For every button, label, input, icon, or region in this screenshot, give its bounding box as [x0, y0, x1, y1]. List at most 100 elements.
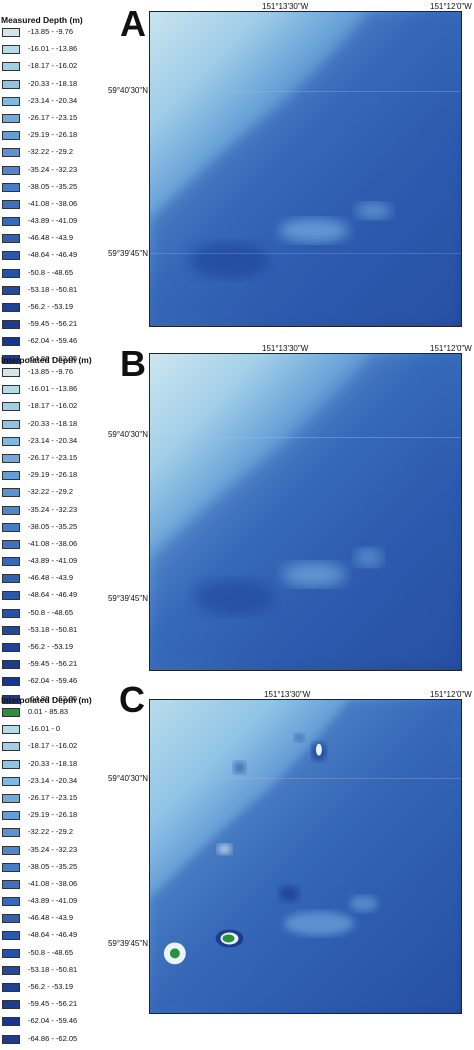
legend-item: -59.45 - -56.21	[0, 658, 102, 675]
legend-swatch	[2, 285, 20, 295]
legend-label: -23.14 - -20.34	[28, 435, 78, 445]
legend-swatch	[2, 1034, 20, 1044]
legend-swatch	[2, 574, 20, 584]
legend-item: -23.14 - -20.34	[0, 435, 102, 452]
legend-swatch	[2, 811, 20, 821]
legend-swatch	[2, 897, 20, 907]
legend-swatch	[2, 793, 20, 803]
legend-item: -26.17 - -23.15	[0, 112, 102, 129]
legend-item: -41.08 - -38.06	[0, 538, 102, 555]
legend-label: -46.48 - -43.9	[28, 573, 74, 583]
legend-item: -23.14 - -20.34	[0, 775, 102, 792]
legend-item: -43.89 - -41.09	[0, 895, 102, 912]
legend-item: -20.33 - -18.18	[0, 758, 102, 775]
depth-map	[149, 699, 462, 1014]
legend-item: 0.01 - 85.83	[0, 706, 102, 723]
legend-label: -32.22 - -29.2	[28, 487, 74, 497]
legend-label: -62.04 - -59.46	[28, 336, 78, 346]
legend-item: -50.8 - -48.65	[0, 267, 102, 284]
legend-label: -16.01 - 0	[28, 724, 61, 734]
panel-letter: B	[120, 343, 146, 384]
legend: Interpolated Depth (m) -13.85 - -9.76 -16…	[0, 354, 102, 710]
legend-item: -46.48 - -43.9	[0, 232, 102, 249]
legend-swatch	[2, 931, 20, 941]
legend-item: -23.14 - -20.34	[0, 95, 102, 112]
legend-label: -50.8 - -48.65	[28, 607, 74, 617]
legend-label: -26.17 - -23.15	[28, 112, 78, 122]
legend-title: Interpolated Depth (m)	[1, 695, 92, 705]
legend-label: -18.17 - -16.02	[28, 401, 78, 411]
legend-swatch	[2, 591, 20, 601]
legend-item: -48.64 - -46.49	[0, 249, 102, 266]
panel-c: Interpolated Depth (m) 0.01 - 85.83 -16.0…	[0, 680, 474, 1044]
legend-item: -35.24 - -32.23	[0, 844, 102, 861]
legend-item: -46.48 - -43.9	[0, 912, 102, 929]
legend-item: -64.86 - -62.05	[0, 353, 102, 370]
legend-label: -53.18 - -50.81	[28, 624, 78, 634]
latitude-label: 59°40'30"N	[107, 774, 148, 783]
legend-label: -50.8 - -48.65	[28, 267, 74, 277]
legend-item: -56.2 - -53.19	[0, 301, 102, 318]
legend-label: -20.33 - -18.18	[28, 758, 78, 768]
legend-label: -46.48 - -43.9	[28, 913, 74, 923]
legend-swatch	[2, 643, 20, 652]
legend-swatch	[2, 660, 20, 670]
legend-item: -13.85 - -9.76	[0, 26, 102, 43]
legend-swatch	[2, 62, 20, 72]
legend-item: -29.19 - -26.18	[0, 129, 102, 146]
legend-swatch	[2, 182, 20, 192]
legend-label: -23.14 - -20.34	[28, 775, 78, 785]
legend-item: -64.86 - -62.05	[0, 1033, 102, 1050]
legend: Interpolated Depth (m) 0.01 - 85.83 -16.0…	[0, 694, 102, 1050]
legend-label: -50.8 - -48.65	[28, 947, 74, 957]
legend-swatch	[2, 165, 20, 175]
legend-swatch	[2, 522, 20, 532]
legend-swatch	[2, 625, 20, 635]
legend-swatch	[2, 983, 20, 992]
legend-label: -43.89 - -41.09	[28, 556, 78, 566]
legend-label: -20.33 - -18.18	[28, 418, 78, 428]
longitude-label: 151°13'30"W	[262, 2, 309, 11]
legend-rows: -13.85 - -9.76 -16.01 - -13.86 -18.17 - -1…	[0, 26, 102, 370]
legend-label: -18.17 - -16.02	[28, 741, 78, 751]
legend-item: -64.86 - -62.05	[0, 693, 102, 710]
legend-item: -41.08 - -38.06	[0, 198, 102, 215]
legend-swatch	[2, 436, 20, 446]
depth-raster	[150, 700, 461, 1013]
latitude-label: 59°39'45"N	[107, 249, 148, 258]
legend-label: -62.04 - -59.46	[28, 676, 78, 686]
legend-label: -23.14 - -20.34	[28, 95, 78, 105]
legend-label: -53.18 - -50.81	[28, 284, 78, 294]
legend-label: -35.24 - -32.23	[28, 504, 78, 514]
longitude-label: 151°12'0"W	[430, 690, 472, 699]
legend-label: -41.08 - -38.06	[28, 538, 78, 548]
legend-label: -29.19 - -26.18	[28, 130, 78, 140]
legend-swatch	[2, 96, 20, 106]
legend-swatch	[2, 708, 20, 717]
legend-item: -50.8 - -48.65	[0, 947, 102, 964]
legend-rows: -13.85 - -9.76 -16.01 - -13.86 -18.17 - -1…	[0, 366, 102, 710]
legend-item: -26.17 - -23.15	[0, 792, 102, 809]
legend-item: -38.05 - -35.25	[0, 861, 102, 878]
legend-label: -26.17 - -23.15	[28, 792, 78, 802]
longitude-label: 151°12'0"W	[430, 2, 472, 11]
legend-label: -59.45 - -56.21	[28, 319, 78, 329]
legend-label: -59.45 - -56.21	[28, 999, 78, 1009]
legend-item: -35.24 - -32.23	[0, 164, 102, 181]
legend-label: -64.86 - -62.05	[28, 353, 78, 363]
legend-item: -35.24 - -32.23	[0, 504, 102, 521]
legend-swatch	[2, 113, 20, 123]
legend-swatch	[2, 539, 20, 549]
legend-swatch	[2, 488, 20, 498]
panel-letter: A	[120, 3, 146, 44]
legend-item: -50.8 - -48.65	[0, 607, 102, 624]
longitude-label: 151°13'30"W	[264, 690, 311, 699]
legend-label: -16.01 - -13.86	[28, 44, 78, 54]
depth-map	[149, 11, 462, 327]
legend-swatch	[2, 419, 20, 429]
legend-swatch	[2, 608, 20, 618]
legend-swatch	[2, 1000, 20, 1010]
legend-label: -35.24 - -32.23	[28, 164, 78, 174]
legend-swatch	[2, 879, 20, 889]
legend-swatch	[2, 148, 20, 158]
